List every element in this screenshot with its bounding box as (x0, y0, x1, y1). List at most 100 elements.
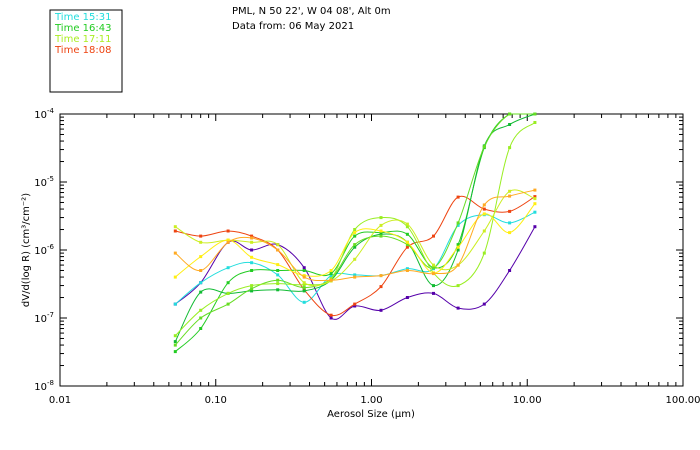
series-10-point (405, 269, 409, 272)
series-8-point (199, 240, 203, 244)
series-2-point (276, 273, 280, 277)
series-10-point (379, 274, 383, 278)
series-8-point (302, 281, 306, 285)
series-6-point (302, 286, 306, 290)
series-6-point (226, 302, 230, 306)
series-8-point (482, 229, 486, 233)
series-1-point (379, 308, 383, 312)
series-2-point (173, 302, 177, 306)
series-2-point (508, 221, 512, 225)
series-9-point (329, 269, 333, 272)
series-8-point (405, 222, 409, 226)
series-5-point (199, 290, 203, 294)
series-3-point (250, 234, 254, 238)
series-9-point (199, 255, 203, 259)
series-10-point (432, 272, 435, 276)
series-6-point (482, 145, 486, 149)
series-8-point (173, 225, 177, 229)
header-date: Data from: 06 May 2021 (232, 21, 354, 32)
y-axis-title: dV/d(log R) (cm³/cm⁻²) (21, 193, 32, 307)
x-tick-label: 10.00 (513, 395, 542, 406)
series-6-point (379, 234, 383, 238)
x-axis-title: Aerosol Size (µm) (327, 409, 415, 420)
y-tick-label: 10-6 (34, 243, 54, 257)
series-5-point (302, 289, 306, 293)
series-8-point (432, 263, 435, 267)
series-5-point (353, 245, 357, 249)
x-tick-label: 0.10 (205, 395, 227, 406)
series-3-point (226, 229, 230, 233)
series-10-point (482, 203, 486, 207)
y-tick-label: 10-7 (34, 311, 54, 325)
series-4-point (250, 269, 254, 272)
series-5-point (276, 288, 280, 292)
series-3-point (533, 195, 537, 199)
series-7-point (199, 308, 203, 312)
series-8-point (508, 189, 512, 193)
series-9-point (250, 255, 254, 259)
series-8-point (379, 223, 383, 227)
series-9-point (173, 275, 177, 279)
series-4-point (302, 269, 306, 272)
series-2-point (226, 266, 230, 270)
series-9-point (508, 231, 512, 235)
series-6-point (405, 243, 409, 247)
series-4-point (379, 231, 383, 235)
series-5-point (456, 248, 460, 252)
series-6-point (353, 243, 357, 247)
series-2-point (456, 223, 460, 227)
series-6-point (199, 316, 203, 320)
series-4-point (173, 350, 177, 354)
series-1-point (432, 291, 435, 295)
x-tick-label: 1.00 (360, 395, 382, 406)
series-10-point (329, 278, 333, 282)
series-3-point (482, 207, 486, 211)
series-2-point (533, 210, 537, 214)
series-5-point (508, 123, 512, 126)
series-3-point (379, 285, 383, 289)
series-10-point (533, 188, 537, 192)
legend-entry-4: Time 18:08 (54, 45, 111, 56)
series-1-point (405, 296, 409, 299)
series-2-point (199, 281, 203, 285)
series-7-point (456, 284, 460, 288)
series-6-point (533, 112, 537, 116)
series-5-point (432, 284, 435, 288)
series-6-point (508, 112, 512, 116)
series-2-point (353, 273, 357, 277)
series-2-point (405, 267, 409, 271)
series-6-point (276, 278, 280, 282)
series-4-point (199, 327, 203, 330)
series-4-point (353, 234, 357, 238)
series-10-point (276, 248, 280, 252)
legend-entry-3: Time 17:11 (54, 34, 111, 45)
series-10-point (173, 251, 177, 255)
series-10-point (199, 269, 203, 272)
series-1-point (329, 316, 333, 320)
series-7-point (482, 251, 486, 255)
plot-frame (59, 113, 684, 387)
series-7-point (329, 277, 333, 281)
series-1-point (508, 269, 512, 272)
series-1-point (250, 248, 254, 252)
series-1-point (353, 304, 357, 308)
series-9-point (405, 240, 409, 244)
series-9-point (353, 231, 357, 235)
series-6-point (456, 221, 460, 225)
series-10-point (302, 275, 306, 279)
series-3-point (329, 313, 333, 317)
series-10-point (250, 236, 254, 240)
series-4-point (226, 281, 230, 285)
series-line-3 (175, 195, 536, 317)
series-7-point (379, 216, 383, 220)
series-9-point (482, 212, 486, 216)
legend-box (49, 9, 123, 93)
series-10-point (456, 263, 460, 267)
series-10-point (353, 275, 357, 279)
series-7-point (276, 282, 280, 286)
series-8-point (353, 257, 357, 261)
series-2-point (250, 261, 254, 265)
series-2-point (302, 300, 306, 304)
series-5-point (173, 340, 177, 344)
series-3-point (432, 234, 435, 238)
